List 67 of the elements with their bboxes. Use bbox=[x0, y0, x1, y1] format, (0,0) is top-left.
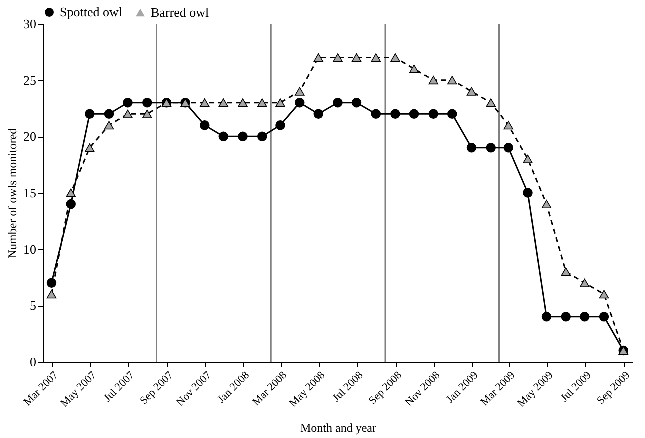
point bbox=[504, 143, 514, 153]
y-tick-label: 25 bbox=[24, 72, 36, 88]
point bbox=[448, 109, 458, 119]
legend-label: Spotted owl bbox=[60, 4, 123, 20]
point bbox=[580, 278, 590, 288]
legend-label: Barred owl bbox=[151, 4, 210, 20]
point bbox=[523, 188, 533, 198]
y-tick-label: 5 bbox=[30, 298, 36, 314]
point bbox=[561, 268, 571, 276]
y-tick-label: 30 bbox=[24, 16, 36, 32]
point bbox=[200, 98, 210, 108]
point bbox=[142, 98, 152, 108]
y-tick-label: 10 bbox=[24, 242, 36, 257]
point bbox=[599, 290, 610, 299]
point bbox=[352, 54, 362, 62]
point bbox=[85, 109, 95, 119]
point bbox=[123, 110, 133, 118]
point bbox=[466, 87, 477, 96]
point bbox=[200, 120, 210, 130]
point bbox=[314, 109, 324, 119]
point bbox=[123, 98, 133, 108]
point bbox=[599, 312, 610, 322]
point bbox=[486, 98, 496, 108]
point bbox=[428, 109, 438, 119]
point bbox=[580, 312, 590, 322]
point bbox=[504, 121, 514, 130]
y-tick-label: 0 bbox=[30, 354, 36, 370]
point bbox=[466, 143, 477, 153]
point bbox=[390, 54, 400, 62]
point bbox=[295, 98, 305, 108]
point bbox=[85, 144, 95, 152]
point bbox=[523, 154, 533, 164]
point bbox=[448, 76, 458, 85]
y-tick-label: 20 bbox=[24, 129, 36, 144]
point bbox=[371, 109, 381, 119]
point bbox=[371, 54, 381, 62]
point bbox=[276, 120, 286, 130]
point bbox=[66, 188, 76, 198]
point bbox=[314, 54, 324, 62]
point bbox=[409, 64, 420, 74]
point bbox=[104, 109, 114, 119]
y-axis-title: Number of owls monitored bbox=[6, 128, 20, 259]
point bbox=[333, 54, 343, 62]
point bbox=[390, 109, 400, 119]
point bbox=[333, 98, 343, 108]
point bbox=[218, 98, 228, 108]
point bbox=[276, 98, 286, 108]
point bbox=[561, 312, 571, 322]
point bbox=[104, 121, 114, 130]
point bbox=[238, 132, 248, 142]
y-tick-label: 15 bbox=[24, 186, 36, 200]
point bbox=[295, 87, 305, 96]
point bbox=[542, 312, 552, 322]
x-axis-title: Month and year bbox=[300, 421, 376, 436]
point bbox=[66, 199, 76, 210]
point bbox=[542, 200, 552, 209]
point bbox=[352, 98, 362, 108]
point bbox=[486, 143, 496, 153]
point bbox=[46, 278, 57, 288]
point bbox=[258, 98, 268, 108]
point bbox=[238, 98, 248, 108]
point bbox=[409, 109, 420, 119]
point bbox=[258, 132, 268, 142]
point bbox=[218, 132, 228, 142]
point bbox=[428, 76, 438, 85]
point bbox=[46, 290, 57, 299]
point bbox=[142, 110, 152, 118]
